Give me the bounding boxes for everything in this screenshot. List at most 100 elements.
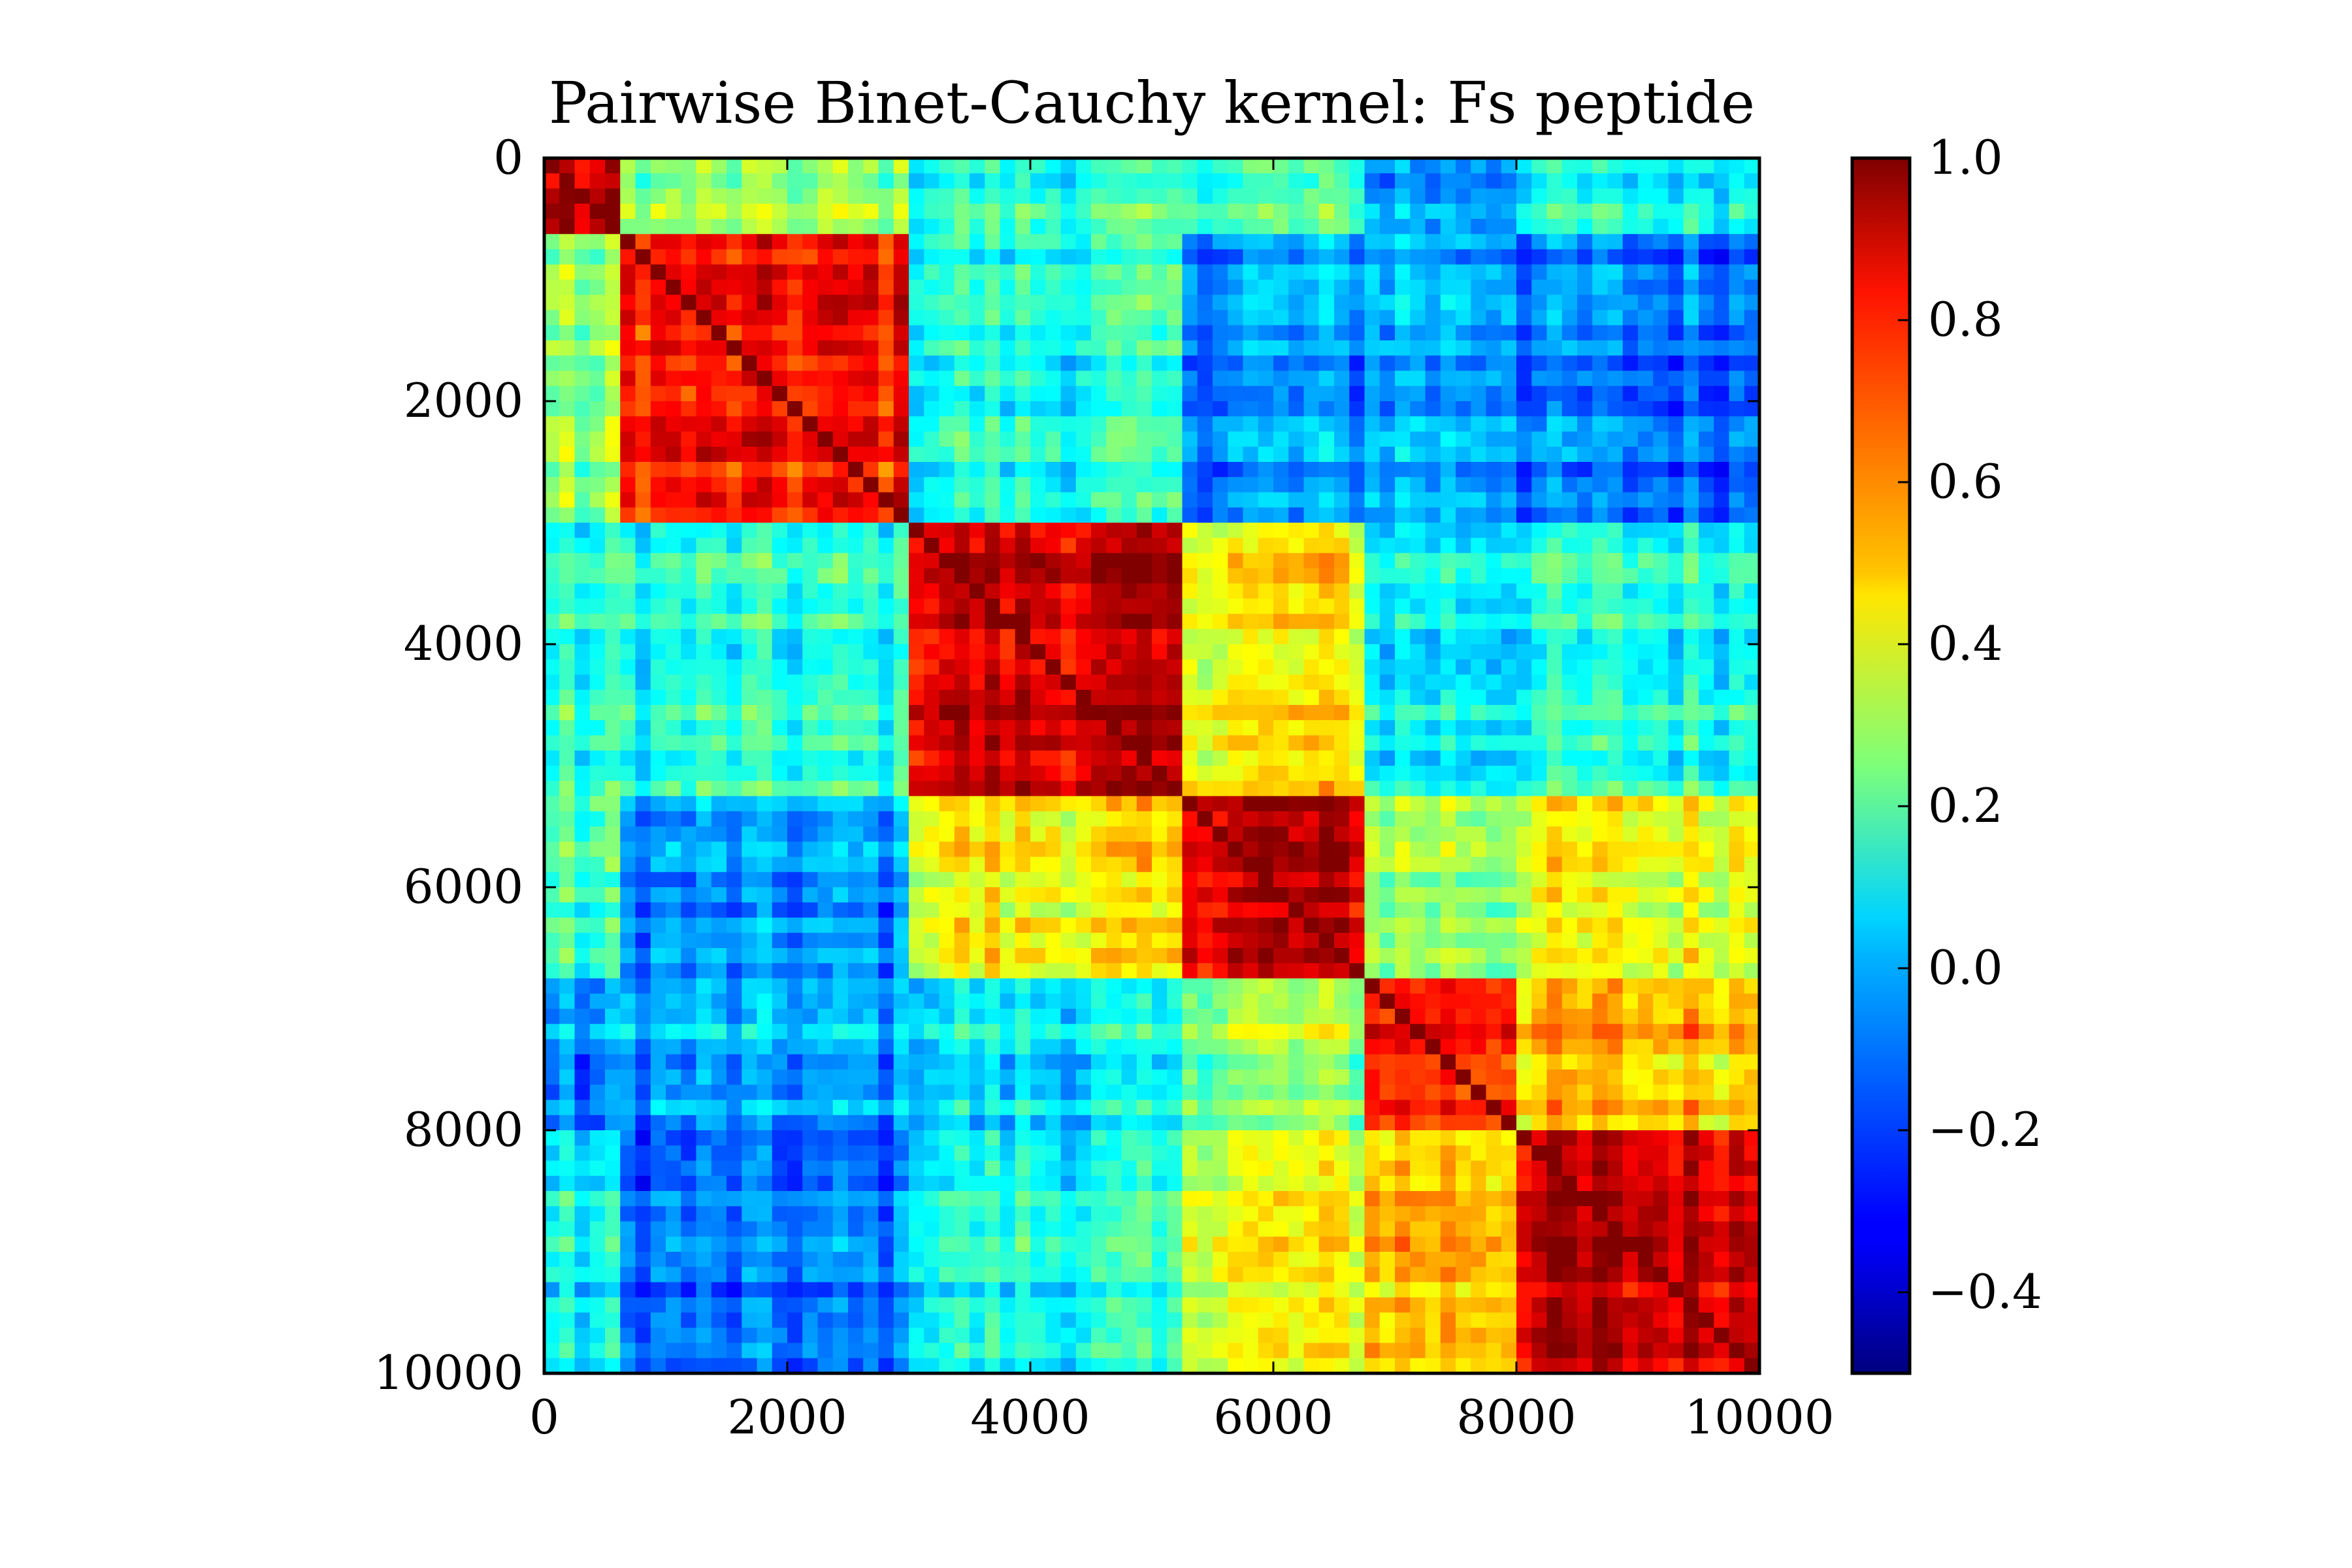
heatmap-cell [1182, 158, 1198, 174]
heatmap-cell [1364, 887, 1380, 904]
heatmap-cell [605, 355, 621, 372]
heatmap-cell [544, 917, 561, 934]
heatmap-cell [1516, 492, 1533, 508]
heatmap-cell [848, 917, 864, 934]
heatmap-cell [727, 188, 743, 204]
heatmap-cell [1243, 689, 1259, 706]
heatmap-cell [954, 613, 970, 630]
heatmap-cell [650, 826, 666, 843]
heatmap-cell [589, 796, 606, 812]
heatmap-cell [1273, 963, 1290, 979]
heatmap-cell [787, 173, 804, 189]
heatmap-cell [1015, 705, 1031, 721]
heatmap-cell [1561, 507, 1578, 523]
heatmap-cell [1607, 1009, 1624, 1025]
heatmap-cell [711, 781, 727, 797]
heatmap-cell [1121, 689, 1137, 706]
heatmap-cell [848, 523, 864, 539]
heatmap-cell [1440, 705, 1456, 721]
heatmap-cell [772, 385, 788, 402]
heatmap-cell [1607, 310, 1624, 326]
heatmap-cell [1364, 1009, 1380, 1025]
heatmap-cell [1197, 416, 1213, 433]
heatmap-cell [1288, 462, 1305, 478]
heatmap-cell [1288, 629, 1305, 645]
heatmap-cell [559, 720, 576, 736]
heatmap-cell [1456, 932, 1472, 949]
heatmap-cell [1349, 249, 1365, 265]
heatmap-cell [1349, 796, 1365, 812]
heatmap-cell [1015, 1024, 1031, 1040]
heatmap-cell [620, 1024, 636, 1040]
heatmap-cell [1136, 173, 1152, 189]
heatmap-cell [727, 659, 743, 676]
heatmap-cell [1744, 735, 1759, 751]
heatmap-cell [1668, 720, 1684, 736]
heatmap-cell [681, 340, 697, 357]
heatmap-cell [832, 583, 849, 600]
heatmap-cell [1699, 1054, 1715, 1070]
heatmap-cell [1714, 781, 1730, 797]
heatmap-cell [1471, 416, 1487, 433]
heatmap-cell [1167, 1085, 1183, 1101]
heatmap-cell [1395, 796, 1411, 812]
heatmap-cell [1075, 249, 1092, 265]
heatmap-cell [832, 203, 849, 220]
heatmap-cell [1273, 811, 1290, 827]
heatmap-cell [1440, 750, 1456, 766]
heatmap-cell [1167, 689, 1183, 706]
heatmap-cell [1683, 325, 1699, 341]
heatmap-cell [802, 340, 819, 357]
heatmap-cell [832, 932, 849, 949]
heatmap-cell [620, 1054, 636, 1070]
heatmap-cell [589, 613, 606, 630]
heatmap-cell [544, 993, 561, 1009]
heatmap-cell [1045, 689, 1062, 706]
heatmap-cell [727, 598, 743, 615]
heatmap-cell [970, 766, 986, 782]
heatmap-cell [1075, 188, 1092, 204]
heatmap-cell [1318, 401, 1335, 417]
heatmap-cell [1699, 993, 1715, 1009]
heatmap-cell [1000, 796, 1016, 812]
heatmap-cell [802, 689, 819, 706]
heatmap-cell [1714, 872, 1730, 888]
heatmap-cell [650, 385, 666, 402]
heatmap-cell [1592, 583, 1609, 600]
heatmap-cell [1000, 280, 1016, 296]
heatmap-cell [1638, 188, 1654, 204]
heatmap-cell [1258, 340, 1274, 357]
heatmap-cell [1379, 948, 1396, 964]
heatmap-cell [1349, 158, 1365, 174]
heatmap-cell [1197, 917, 1213, 934]
heatmap-cell [1197, 963, 1213, 979]
heatmap-cell [1213, 325, 1229, 341]
heatmap-cell [757, 781, 773, 797]
heatmap-cell [1349, 385, 1365, 402]
heatmap-cell [1091, 538, 1107, 554]
heatmap-cell [1288, 583, 1305, 600]
heatmap-cell [1561, 993, 1578, 1009]
heatmap-cell [787, 1024, 804, 1040]
heatmap-cell [832, 234, 849, 250]
heatmap-cell [939, 446, 955, 463]
heatmap-cell [817, 917, 834, 934]
heatmap-cell [1091, 446, 1107, 463]
heatmap-cell [1410, 370, 1426, 387]
heatmap-cell [635, 295, 651, 311]
heatmap-cell [1075, 674, 1092, 691]
heatmap-cell [589, 219, 606, 235]
heatmap-cell [727, 705, 743, 721]
heatmap-cell [1106, 811, 1122, 827]
heatmap-cell [1638, 932, 1654, 949]
heatmap-cell [772, 1100, 788, 1116]
heatmap-cell [1213, 295, 1229, 311]
heatmap-cell [1075, 295, 1092, 311]
heatmap-cell [620, 826, 636, 843]
heatmap-cell [772, 219, 788, 235]
heatmap-cell [742, 325, 758, 341]
heatmap-cell [1638, 1070, 1654, 1086]
heatmap-cell [559, 370, 576, 387]
heatmap-cell [1334, 538, 1350, 554]
heatmap-cell [666, 385, 682, 402]
